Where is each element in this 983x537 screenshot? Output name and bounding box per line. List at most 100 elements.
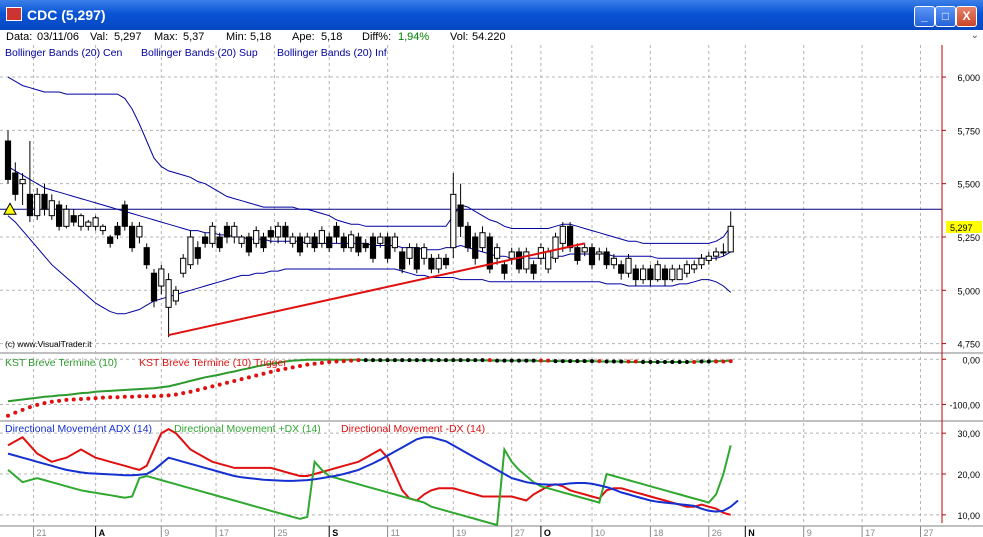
- kst-trigger-point: [71, 397, 76, 402]
- x-tick-label: 21: [37, 528, 47, 537]
- x-tick-label: 18: [653, 528, 663, 537]
- candle-body: [435, 257, 442, 270]
- candle-body: [12, 172, 19, 195]
- kst-trigger-point: [181, 391, 186, 396]
- kst-trigger-point: [173, 392, 178, 397]
- candle-body: [632, 268, 639, 281]
- candle-body: [304, 236, 311, 244]
- kst-trigger-point: [312, 361, 317, 366]
- kst-trigger-point: [122, 394, 127, 399]
- kst-trigger-point: [349, 358, 354, 363]
- kst-trigger-point: [327, 359, 332, 364]
- candle-body: [4, 140, 12, 180]
- kst-trigger-point: [546, 358, 551, 363]
- candle-body: [231, 225, 238, 238]
- x-tick-label: 11: [391, 528, 400, 537]
- candle-body: [479, 232, 486, 249]
- min-value: 5,18: [250, 31, 272, 43]
- candle-body: [464, 225, 471, 249]
- candle-body: [129, 225, 136, 249]
- title-bar[interactable]: CDC (5,297) _ □ X: [0, 0, 983, 30]
- candle-body: [661, 268, 669, 281]
- kst-trigger-point: [276, 368, 281, 373]
- candle-body: [172, 289, 180, 302]
- candle-body: [654, 264, 661, 281]
- kst-trigger-point: [283, 366, 288, 371]
- price-legend-entry: Bollinger Bands (20) Inf: [277, 47, 387, 59]
- kst-trigger-point: [100, 395, 105, 400]
- val-value: 5,297: [114, 31, 142, 43]
- kst-trigger-point: [152, 394, 156, 399]
- kst-trigger-point: [538, 358, 543, 363]
- kst-trigger-point: [93, 396, 98, 401]
- candle-body: [245, 236, 253, 253]
- x-tick-label: O: [544, 528, 551, 537]
- warning-icon: [3, 202, 17, 215]
- x-tick-label: 26: [712, 528, 722, 537]
- x-tick-label: 27: [924, 528, 934, 537]
- collapse-arrow-icon[interactable]: ⌄: [970, 30, 979, 41]
- kst-trigger-point: [670, 359, 675, 364]
- candle-body: [610, 257, 617, 266]
- kst-trigger-point: [298, 364, 302, 369]
- last-price-label: 5,297: [950, 223, 973, 233]
- chart-labels: 4,750 5,000 5,250 5,500 5,750 6,000 0,00 -100,0…: [5, 47, 980, 537]
- kst-trigger-point: [626, 359, 631, 364]
- candle-body: [143, 247, 150, 266]
- kst-trigger-point: [575, 359, 580, 364]
- kst-trigger-point: [254, 373, 259, 378]
- kst-trigger-point: [465, 358, 470, 363]
- kst-trigger-point: [232, 378, 237, 383]
- candle-body: [216, 236, 223, 249]
- kst-trigger-point: [166, 393, 171, 398]
- candle-body: [275, 225, 282, 238]
- minimize-button[interactable]: _: [914, 6, 935, 27]
- candle-body: [625, 257, 632, 274]
- candle-body: [486, 236, 493, 270]
- kst-trigger-point: [648, 359, 653, 364]
- x-tick-label: 10: [595, 528, 605, 537]
- price-legend-entry: Bollinger Bands (20) Sup: [141, 47, 258, 59]
- kst-trigger-point: [582, 359, 587, 364]
- candle-body: [399, 251, 406, 270]
- candle-body: [70, 215, 77, 223]
- x-tick-label: S: [332, 528, 338, 537]
- candle-body: [48, 200, 55, 217]
- candle-body: [691, 264, 698, 270]
- kst-trigger-point: [633, 359, 638, 364]
- candle-body: [282, 225, 289, 238]
- kst-trigger-point: [27, 405, 32, 410]
- kst-trigger-point: [378, 358, 383, 363]
- kst-trigger-point: [6, 413, 10, 418]
- kst-trigger-point: [49, 399, 54, 404]
- kst-trigger-point: [356, 358, 361, 363]
- candle-body: [377, 236, 384, 244]
- candle-body: [618, 264, 625, 274]
- window-title: CDC (5,297): [27, 7, 106, 23]
- candle-body: [180, 257, 187, 274]
- candle-body: [457, 204, 464, 227]
- close-button[interactable]: X: [956, 6, 977, 27]
- x-tick-label: 9: [807, 528, 812, 537]
- kst-trigger-point: [524, 358, 529, 363]
- kst-trigger-point: [655, 359, 660, 364]
- series-bb-upper: [7, 76, 732, 244]
- kst-trigger-point: [371, 358, 375, 363]
- kst-trigger-point: [159, 393, 164, 398]
- kst-trigger-point: [429, 358, 434, 363]
- ape-value: 5,18: [321, 31, 343, 43]
- candle-body: [107, 236, 114, 244]
- candle-body: [523, 251, 530, 270]
- app-icon: [6, 7, 22, 21]
- kst-ytick-label: -100,00: [949, 400, 980, 410]
- kst-trigger-point: [590, 359, 594, 364]
- kst-trigger-point: [217, 382, 222, 387]
- maximize-button[interactable]: □: [935, 6, 956, 27]
- kst-trigger-point: [20, 407, 25, 412]
- series-bb-center: [7, 166, 731, 259]
- kst-trigger-point: [677, 359, 682, 364]
- kst-trigger-point: [531, 358, 536, 363]
- kst-trigger-point: [436, 358, 441, 363]
- candle-body: [296, 236, 304, 253]
- diff-value: 1,94%: [398, 31, 430, 43]
